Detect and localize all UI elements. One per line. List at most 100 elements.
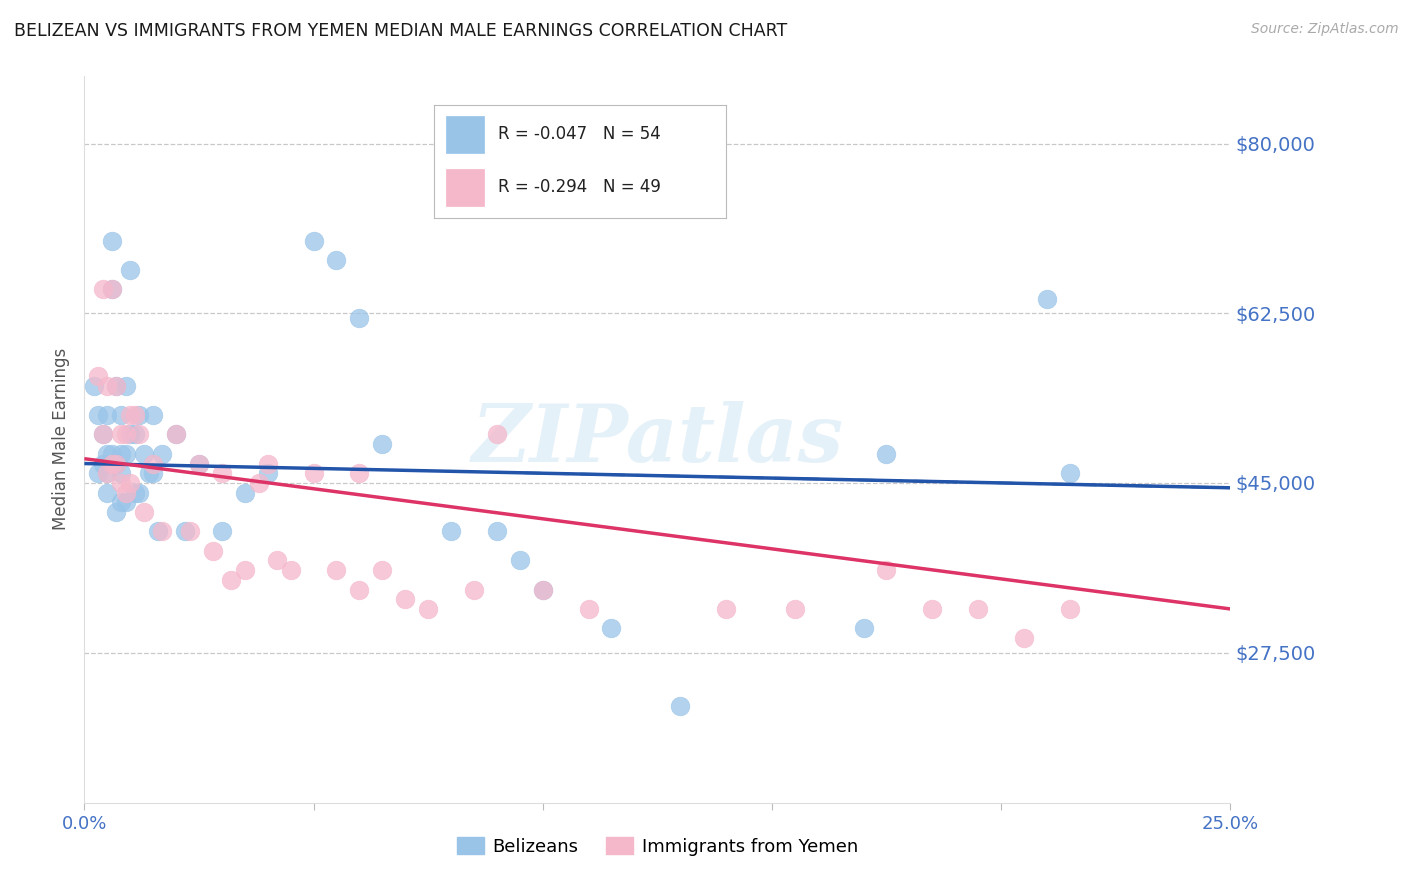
Point xyxy=(114,447,136,461)
Point xyxy=(101,457,124,471)
Point xyxy=(714,602,737,616)
Point xyxy=(91,282,114,296)
Point xyxy=(188,457,211,471)
Point xyxy=(600,621,623,635)
Point xyxy=(128,408,150,422)
Point xyxy=(783,602,806,616)
Point xyxy=(302,234,325,248)
Point xyxy=(875,563,898,577)
Point xyxy=(349,311,371,326)
Point xyxy=(114,427,136,442)
Point xyxy=(132,505,155,519)
Point xyxy=(83,379,105,393)
Point xyxy=(124,427,146,442)
Point xyxy=(247,475,270,490)
Point xyxy=(105,457,128,471)
Point xyxy=(219,573,242,587)
Point xyxy=(325,563,347,577)
Point xyxy=(105,505,128,519)
Point xyxy=(132,447,155,461)
Point xyxy=(91,427,114,442)
Point xyxy=(105,457,128,471)
Point xyxy=(150,524,173,539)
Point xyxy=(211,524,233,539)
Point xyxy=(256,457,278,471)
Point xyxy=(101,282,124,296)
Point xyxy=(101,282,124,296)
Point xyxy=(371,563,394,577)
Point xyxy=(349,467,371,481)
Point xyxy=(96,408,118,422)
Point xyxy=(120,427,142,442)
Point xyxy=(179,524,201,539)
Point xyxy=(110,408,132,422)
Point xyxy=(138,467,160,481)
Point xyxy=(509,553,531,567)
Point xyxy=(256,467,278,481)
Point xyxy=(325,252,347,267)
Point xyxy=(852,621,875,635)
Point xyxy=(463,582,485,597)
Point xyxy=(96,485,118,500)
Point xyxy=(142,467,165,481)
Point xyxy=(96,467,118,481)
Point xyxy=(91,457,114,471)
Point xyxy=(110,447,132,461)
Y-axis label: Median Male Earnings: Median Male Earnings xyxy=(52,348,70,531)
Point xyxy=(233,485,256,500)
Point xyxy=(531,582,554,597)
Point xyxy=(142,408,165,422)
Point xyxy=(394,592,416,607)
Point xyxy=(110,475,132,490)
Point xyxy=(531,582,554,597)
Point xyxy=(96,467,118,481)
Point xyxy=(142,457,165,471)
Point xyxy=(91,427,114,442)
Point xyxy=(128,427,150,442)
Point xyxy=(105,379,128,393)
Point xyxy=(150,447,173,461)
Point xyxy=(105,379,128,393)
Point xyxy=(211,467,233,481)
Point xyxy=(128,485,150,500)
Point xyxy=(87,369,110,384)
Point xyxy=(120,408,142,422)
Point xyxy=(174,524,197,539)
Point xyxy=(1059,467,1081,481)
Point xyxy=(485,427,508,442)
Point xyxy=(101,234,124,248)
Point xyxy=(280,563,302,577)
Point xyxy=(875,447,898,461)
Point xyxy=(101,447,124,461)
Point xyxy=(114,495,136,509)
Point xyxy=(1059,602,1081,616)
Text: BELIZEAN VS IMMIGRANTS FROM YEMEN MEDIAN MALE EARNINGS CORRELATION CHART: BELIZEAN VS IMMIGRANTS FROM YEMEN MEDIAN… xyxy=(14,22,787,40)
Point xyxy=(233,563,256,577)
Point xyxy=(120,262,142,277)
Point xyxy=(188,457,211,471)
Point xyxy=(96,447,118,461)
Text: ZIPatlas: ZIPatlas xyxy=(471,401,844,478)
Point xyxy=(921,602,943,616)
Point xyxy=(96,379,118,393)
Point xyxy=(110,495,132,509)
Point xyxy=(110,467,132,481)
Point xyxy=(578,602,600,616)
Point xyxy=(371,437,394,451)
Point xyxy=(110,427,132,442)
Point xyxy=(87,408,110,422)
Point xyxy=(114,485,136,500)
Point xyxy=(266,553,288,567)
Point xyxy=(302,467,325,481)
Point xyxy=(146,524,169,539)
Point xyxy=(165,427,187,442)
Point xyxy=(124,408,146,422)
Point xyxy=(124,485,146,500)
Point xyxy=(669,698,692,713)
Point xyxy=(87,467,110,481)
Legend: Belizeans, Immigrants from Yemen: Belizeans, Immigrants from Yemen xyxy=(450,830,865,863)
Point xyxy=(485,524,508,539)
Text: Source: ZipAtlas.com: Source: ZipAtlas.com xyxy=(1251,22,1399,37)
Point xyxy=(1036,292,1059,306)
Point xyxy=(349,582,371,597)
